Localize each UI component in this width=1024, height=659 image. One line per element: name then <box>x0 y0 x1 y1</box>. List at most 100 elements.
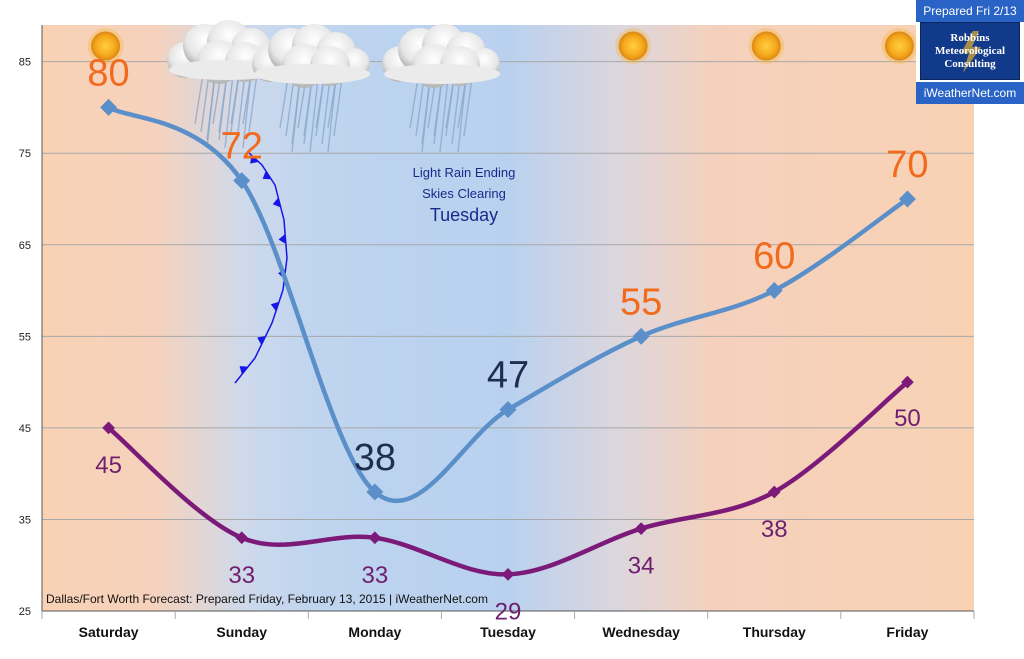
plot-background <box>42 25 974 611</box>
site-name: iWeatherNet.com <box>916 82 1024 104</box>
rain-cloud-icon <box>382 24 500 153</box>
sun-disc <box>751 31 781 61</box>
rain-streak <box>303 77 313 145</box>
data-labels: 80 72 38 47 55 60 70 45 33 33 29 34 38 50 <box>87 52 928 625</box>
y-tick-label: 35 <box>19 514 31 526</box>
sun-icon <box>87 28 124 64</box>
logo-line-1: Robbins <box>950 31 990 44</box>
rain-streak <box>463 77 473 137</box>
footer-text: Dallas/Fort Worth Forecast: Prepared Fri… <box>46 592 488 606</box>
x-tick-label: Friday <box>886 624 928 640</box>
x-tick-label: Thursday <box>743 624 806 640</box>
rain-streak <box>315 77 325 137</box>
rain-streak <box>445 77 455 137</box>
low-temp-label: 29 <box>495 598 522 625</box>
cloud-base <box>254 64 370 84</box>
high-temp-label: 55 <box>620 281 662 323</box>
rain-streak <box>230 73 240 133</box>
low-temp-label: 33 <box>228 562 255 589</box>
logo-line-2: Meteorological <box>934 44 1006 57</box>
rain-streak <box>457 77 467 129</box>
rain-streak <box>236 73 246 141</box>
logo-line-3: Consulting <box>944 57 996 70</box>
high-temp-point <box>632 327 650 345</box>
high-temp-point <box>100 98 118 116</box>
rain-streak <box>194 73 204 125</box>
low-temp-label: 45 <box>95 452 122 479</box>
brand-logo: Robbins Meteorological Consulting <box>920 22 1020 80</box>
low-temp-label: 34 <box>628 553 655 580</box>
rain-cloud-icon <box>252 24 370 153</box>
x-tick-label: Wednesday <box>602 624 680 640</box>
sun-disc <box>91 31 121 61</box>
rain-streak <box>200 73 210 133</box>
y-tick-label: 55 <box>19 331 31 343</box>
high-temp-point <box>499 401 517 419</box>
rain-streak <box>279 77 289 129</box>
front-triangle <box>278 234 286 244</box>
rain-streak <box>285 77 295 137</box>
rain-streak <box>309 77 319 153</box>
rain-streak <box>242 73 252 125</box>
high-temp-point <box>233 172 251 190</box>
x-tick-label: Tuesday <box>480 624 536 640</box>
y-tick-label: 85 <box>19 57 31 69</box>
front-triangle <box>250 155 259 164</box>
cloud-base <box>384 64 500 84</box>
high-temp-label: 60 <box>753 236 795 278</box>
sun-disc <box>884 31 914 61</box>
rain-streak <box>206 73 216 149</box>
sun-icon <box>615 28 652 64</box>
front-triangle <box>270 301 280 312</box>
y-tick-label: 65 <box>19 240 31 252</box>
rain-streak <box>439 77 449 153</box>
y-tick-label: 45 <box>19 423 31 435</box>
rain-streak <box>327 77 337 129</box>
sun-icon <box>881 28 918 64</box>
brand-badge: Prepared Fri 2/13 Robbins Meteorological… <box>916 0 1024 104</box>
high-temp-point <box>898 190 916 208</box>
x-tick-label: Saturday <box>79 624 139 640</box>
high-temp-label: 80 <box>87 52 129 94</box>
sun-disc <box>618 31 648 61</box>
y-tick-label: 25 <box>19 606 31 618</box>
high-temp-point <box>765 282 783 300</box>
rain-streak <box>415 77 425 137</box>
prepared-date: Prepared Fri 2/13 <box>916 0 1024 22</box>
lightning-bolt-icon <box>961 31 981 73</box>
rain-streak <box>248 73 258 133</box>
low-temp-label: 33 <box>362 562 389 589</box>
rain-streak <box>224 73 234 149</box>
x-axis: Saturday Sunday Monday Tuesday Wednesday Thur… <box>41 610 975 640</box>
series-group <box>100 98 916 581</box>
rain-streak <box>421 77 431 153</box>
front-triangle <box>262 170 272 180</box>
low-temp-point <box>102 421 115 435</box>
y-tick-label: 75 <box>19 148 31 160</box>
rain-streak <box>409 77 419 129</box>
front-line <box>234 151 288 384</box>
rain-streak <box>333 77 343 137</box>
high-temp-label: 72 <box>221 126 263 168</box>
rain-streak <box>433 77 443 145</box>
high-temp-label: 38 <box>354 437 396 479</box>
low-temp-label: 38 <box>761 516 788 543</box>
rain-streak <box>321 77 331 145</box>
rain-streak <box>291 77 301 153</box>
front-triangle <box>257 336 266 345</box>
x-tick-label: Sunday <box>216 624 267 640</box>
annotation-line3: Tuesday <box>430 205 498 225</box>
x-tick-label: Monday <box>348 624 401 640</box>
front-triangle <box>239 366 249 375</box>
high-temp-label: 47 <box>487 355 529 397</box>
high-temp-point <box>366 483 384 501</box>
annotation-line2: Skies Clearing <box>422 186 506 201</box>
annotation-line1: Light Rain Ending <box>413 165 516 180</box>
rain-streak <box>218 73 228 141</box>
y-axis: 25 35 45 55 65 75 85 <box>19 25 43 618</box>
high-temp-label: 70 <box>886 144 928 186</box>
sun-icon <box>748 28 785 64</box>
low-temp-label: 50 <box>894 405 921 432</box>
weather-icons <box>87 20 918 153</box>
